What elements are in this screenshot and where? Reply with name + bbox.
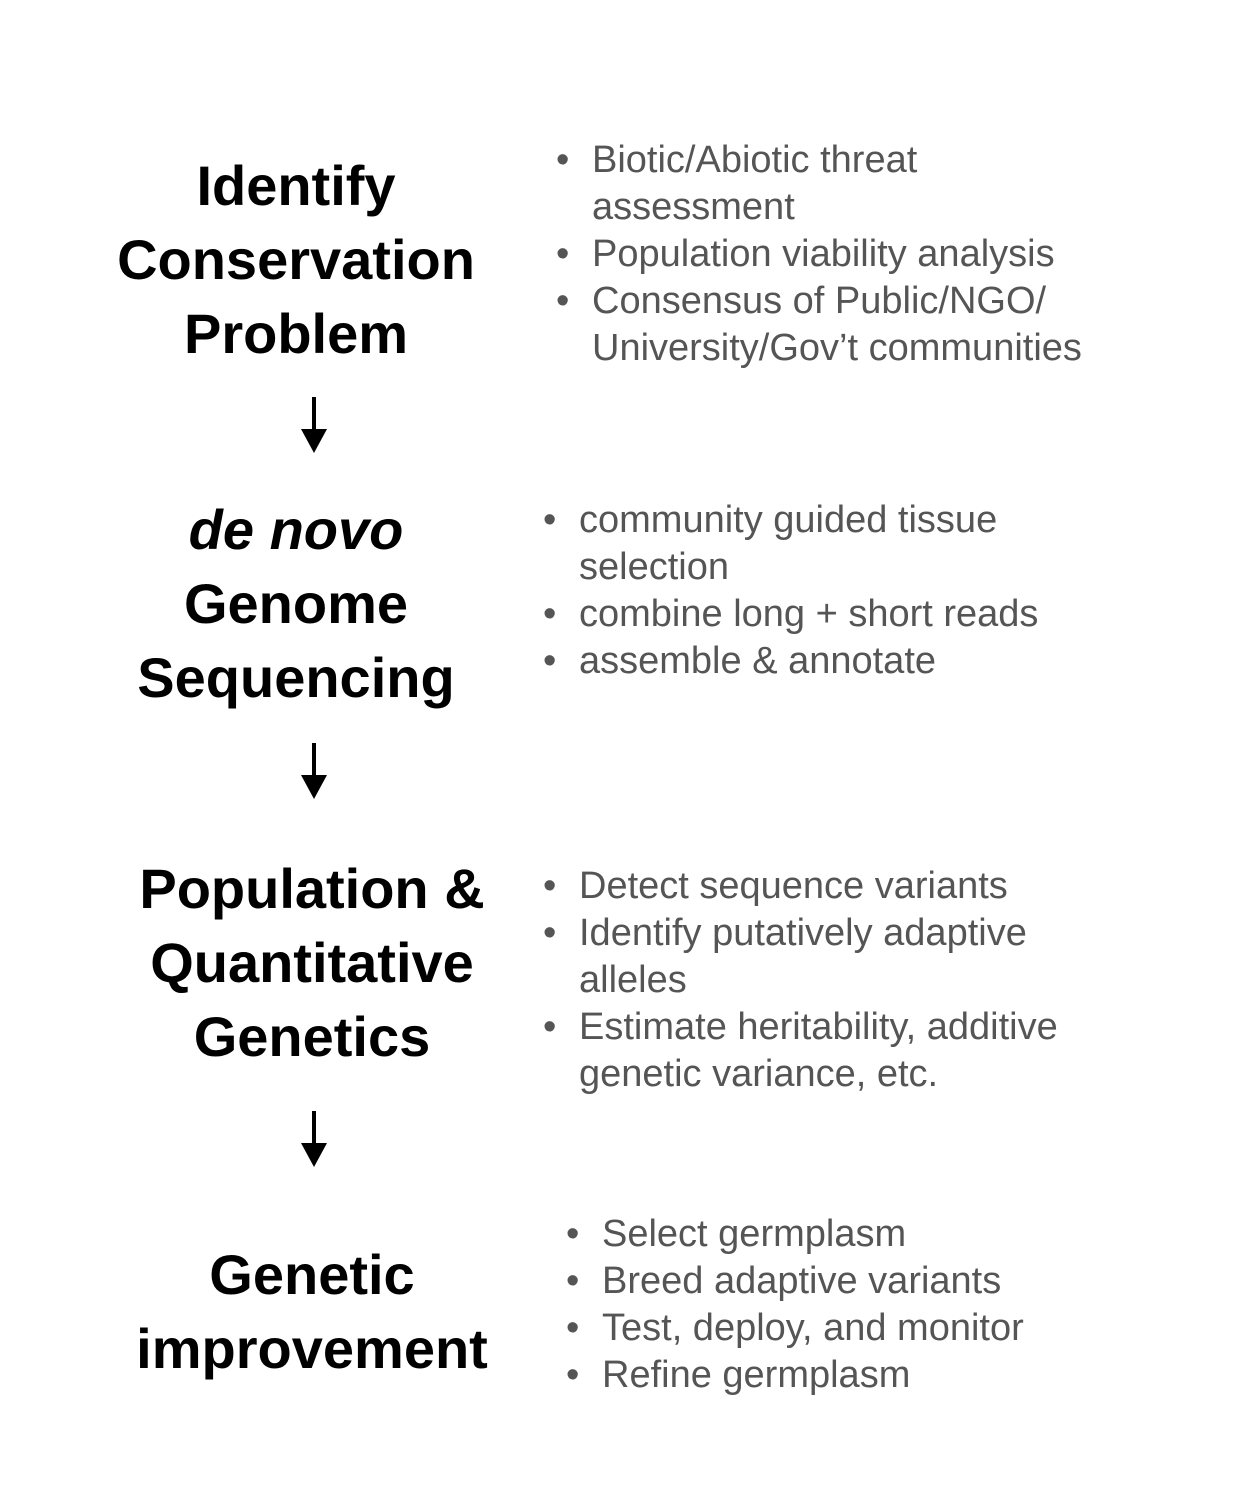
bullet-line: Test, deploy, and monitor (602, 1307, 1024, 1349)
list-item: assemble & annotate (543, 638, 1038, 685)
stage-4-bullets: Select germplasm Breed adaptive variants… (566, 1211, 1024, 1399)
stage-2-bullets: community guided tissue selection combin… (543, 497, 1038, 685)
bullet-line: Estimate heritability, additive (579, 1006, 1058, 1048)
stage-3-title-line-1: Population & (139, 857, 485, 920)
stage-2-title: de novo Genome Sequencing (96, 493, 496, 715)
bullet-line: Population viability analysis (592, 233, 1055, 275)
list-item: Test, deploy, and monitor (566, 1305, 1024, 1352)
bullet-line: Refine germplasm (602, 1354, 911, 1396)
stage-3-title-line-2: Quantitative (150, 931, 474, 994)
stage-2-title-line-2: Genome (183, 572, 409, 635)
stage-4-title: Genetic improvement (102, 1238, 522, 1386)
stage-4-title-line-1: Genetic (209, 1243, 415, 1306)
bullet-line: community guided tissue (579, 499, 998, 541)
stage-3-title-line-3: Genetics (193, 1005, 431, 1068)
stage-3-title: Population & Quantitative Genetics (102, 852, 522, 1074)
stage-1-title-line-1: Identify (196, 154, 396, 217)
bullet-line: Select germplasm (602, 1213, 907, 1255)
bullet-line: combine long + short reads (579, 593, 1039, 635)
list-item: Estimate heritability, additive genetic … (543, 1004, 1058, 1098)
list-item: combine long + short reads (543, 591, 1038, 638)
list-item: Biotic/Abiotic threat assessment (556, 137, 1082, 231)
down-arrow-icon (301, 397, 327, 453)
list-item: Select germplasm (566, 1211, 1024, 1258)
bullet-line: alleles (579, 959, 687, 1001)
bullet-line: University/Gov’t communities (592, 327, 1082, 369)
stage-2-title-line-3: Sequencing (137, 646, 455, 709)
bullet-line: Breed adaptive variants (602, 1260, 1002, 1302)
stage-2-title-line-1: de novo (188, 498, 404, 561)
bullet-line: selection (579, 546, 729, 588)
list-item: Breed adaptive variants (566, 1258, 1024, 1305)
list-item: Consensus of Public/NGO/ University/Gov’… (556, 278, 1082, 372)
stage-1-bullets: Biotic/Abiotic threat assessment Populat… (556, 137, 1082, 372)
bullet-line: assessment (592, 186, 795, 228)
stage-1-title-line-3: Problem (183, 302, 409, 365)
stage-3-bullets: Detect sequence variants Identify putati… (543, 863, 1058, 1098)
bullet-line: assemble & annotate (579, 640, 937, 682)
list-item: Population viability analysis (556, 231, 1082, 278)
bullet-line: Consensus of Public/NGO/ (592, 280, 1047, 322)
list-item: Detect sequence variants (543, 863, 1058, 910)
stage-1-title: Identify Conservation Problem (96, 149, 496, 371)
down-arrow-icon (301, 1111, 327, 1167)
stage-4-title-line-2: improvement (136, 1317, 488, 1380)
list-item: Refine germplasm (566, 1352, 1024, 1399)
bullet-line: Biotic/Abiotic threat (592, 139, 918, 181)
down-arrow-icon (301, 743, 327, 799)
list-item: community guided tissue selection (543, 497, 1038, 591)
bullet-line: genetic variance, etc. (579, 1053, 939, 1095)
bullet-line: Identify putatively adaptive (579, 912, 1027, 954)
stage-1-title-line-2: Conservation (117, 228, 475, 291)
list-item: Identify putatively adaptive alleles (543, 910, 1058, 1004)
bullet-line: Detect sequence variants (579, 865, 1008, 907)
